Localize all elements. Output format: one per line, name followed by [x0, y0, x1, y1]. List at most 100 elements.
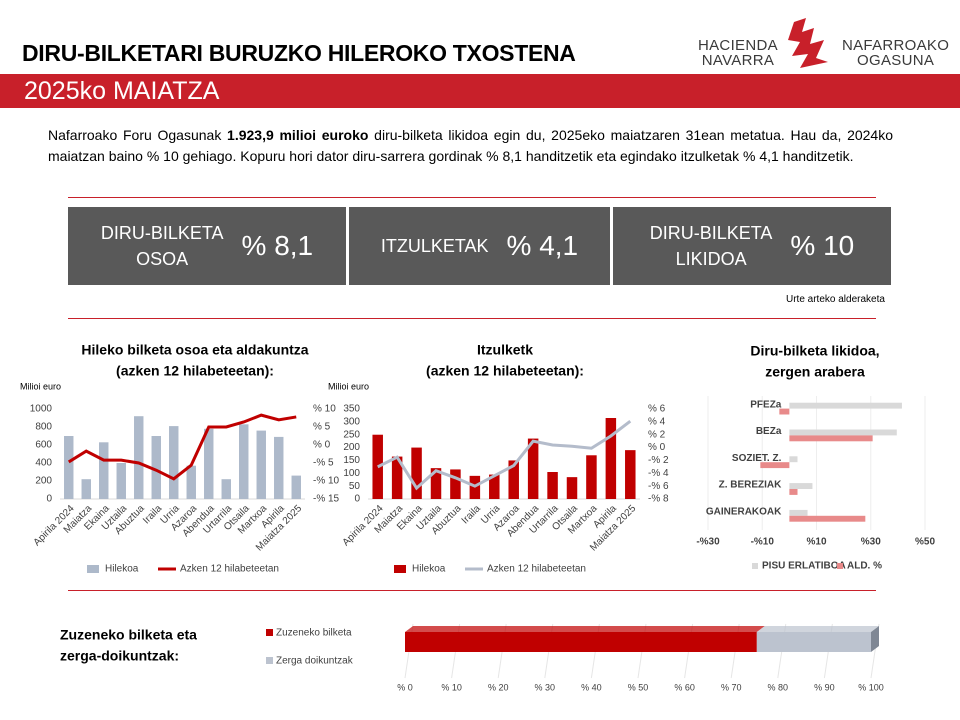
y-tick-label: 250 — [343, 429, 360, 440]
separator — [68, 197, 876, 198]
x-tick-label: % 60 — [674, 682, 695, 692]
legend-label: PISU ERLATIBOA — [762, 561, 846, 572]
y-tick-label: 100 — [343, 468, 360, 479]
bar — [789, 456, 798, 463]
bar-top — [756, 626, 879, 632]
chart-title: zergen arabera — [765, 364, 865, 380]
logo-text: NAFARROAKO OGASUNA — [842, 38, 949, 68]
kpi-label-line: DIRU-BILKETA — [100, 223, 224, 243]
x-tick-label: %50 — [915, 537, 935, 548]
bar — [99, 442, 109, 499]
y-tick-label: 150 — [343, 455, 360, 466]
x-tick-label: Iraila — [141, 503, 164, 526]
bar — [291, 475, 301, 499]
x-tick-label: % 30 — [535, 682, 556, 692]
chart-title: Itzulketk — [477, 342, 533, 358]
comparison-note: Urte arteko alderaketa — [786, 294, 885, 305]
bar — [756, 632, 871, 652]
legend-swatch — [87, 565, 99, 573]
bar — [625, 450, 636, 499]
chart-title: Hileko bilketa osoa eta aldakuntza — [81, 342, 308, 358]
y2-tick-label: -% 10 — [313, 476, 340, 487]
bar — [789, 488, 798, 495]
legend-swatch — [752, 563, 758, 569]
kpi-label: DIRU-BILKETA OSOA — [101, 220, 224, 272]
bar — [151, 436, 161, 499]
x-tick-label: % 90 — [814, 682, 835, 692]
kpi-value: % 4,1 — [506, 230, 579, 261]
x-tick-label: % 40 — [581, 682, 602, 692]
y-tick-label: 200 — [343, 442, 360, 453]
category-label: PFEZa — [750, 399, 782, 410]
y-tick-label: 600 — [35, 440, 52, 451]
bar — [186, 465, 196, 499]
title-band — [0, 74, 960, 108]
bar — [789, 429, 897, 436]
y-tick-label: 800 — [35, 422, 52, 433]
y2-tick-label: -% 8 — [648, 494, 669, 505]
bar — [81, 479, 91, 499]
logo-emblem — [788, 18, 828, 68]
report-title: DIRU-BILKETARI BURUZKO HILEROKO TXOSTENA — [22, 40, 576, 66]
bar — [789, 435, 873, 442]
y2-tick-label: % 0 — [313, 440, 331, 451]
bar — [116, 463, 126, 499]
x-tick-label: -%30 — [696, 537, 720, 548]
intro-part: diru-bilketa likidoa egin du, 2025eko ma… — [48, 127, 893, 164]
kpi-label-line: DIRU-BILKETA — [649, 223, 773, 243]
kpi-label: DIRU-BILKETA LIKIDOA — [650, 220, 773, 272]
y2-tick-label: % 10 — [313, 404, 336, 415]
y2-tick-label: -% 2 — [648, 455, 669, 466]
bar — [450, 469, 461, 499]
y-tick-label: 0 — [46, 494, 52, 505]
logo-line: OGASUNA — [857, 52, 935, 69]
kpi-label-line: ITZULKETAK — [380, 236, 489, 256]
bar — [204, 428, 214, 499]
legend-label: Zerga doikuntzak — [276, 656, 354, 667]
bar-side — [871, 626, 879, 652]
bar — [489, 474, 500, 499]
y-axis-label: Milioi euro — [328, 381, 369, 391]
chart-title: (azken 12 hilabeteetan): — [116, 363, 274, 379]
x-tick-label: % 0 — [397, 682, 413, 692]
legend-label: ALD. % — [847, 561, 882, 572]
legend-label: Hilekoa — [412, 564, 446, 575]
x-tick-label: Iraila — [460, 503, 483, 526]
line — [377, 420, 632, 491]
y2-tick-label: % 2 — [648, 429, 666, 440]
logo-line: HACIENDA — [698, 37, 778, 54]
category-label: GAINERAKOAK — [706, 507, 782, 518]
bar — [508, 460, 519, 499]
intro-part: Nafarroako Foru Ogasunak — [48, 127, 228, 143]
kpi-label: ITZULKETAK — [381, 233, 489, 259]
y2-tick-label: -% 15 — [313, 494, 340, 505]
x-tick-label: %30 — [861, 537, 881, 548]
y2-tick-label: % 5 — [313, 422, 331, 433]
bar — [789, 515, 866, 522]
legend-swatch — [266, 657, 273, 664]
bar — [547, 472, 558, 499]
bar — [411, 447, 422, 499]
kpi-label-line: OSOA — [136, 249, 189, 269]
y-tick-label: 200 — [35, 476, 52, 487]
bar — [779, 408, 790, 415]
report-subtitle: 2025ko MAIATZA — [24, 77, 220, 105]
bar — [789, 483, 813, 489]
category-label: BEZa — [756, 426, 782, 437]
category-label: SOZIET. Z. — [732, 453, 782, 464]
x-tick-label: % 20 — [488, 682, 509, 692]
legend-label: Azken 12 hilabeteetan — [487, 564, 586, 575]
chart-title: zerga-doikuntzak: — [60, 648, 179, 664]
bar — [134, 416, 144, 499]
bar — [605, 418, 617, 499]
kpi-box: ITZULKETAK % 4,1 — [349, 207, 610, 285]
logo-text: HACIENDA NAVARRA — [698, 38, 778, 68]
x-tick-label: %10 — [806, 537, 826, 548]
kpi-label-line: LIKIDOA — [675, 249, 747, 269]
y2-tick-label: -% 6 — [648, 481, 669, 492]
bar — [274, 436, 284, 499]
kpi-box: DIRU-BILKETA LIKIDOA % 10 — [613, 207, 891, 285]
y2-tick-label: % 6 — [648, 404, 666, 415]
y2-tick-label: -% 5 — [313, 458, 334, 469]
